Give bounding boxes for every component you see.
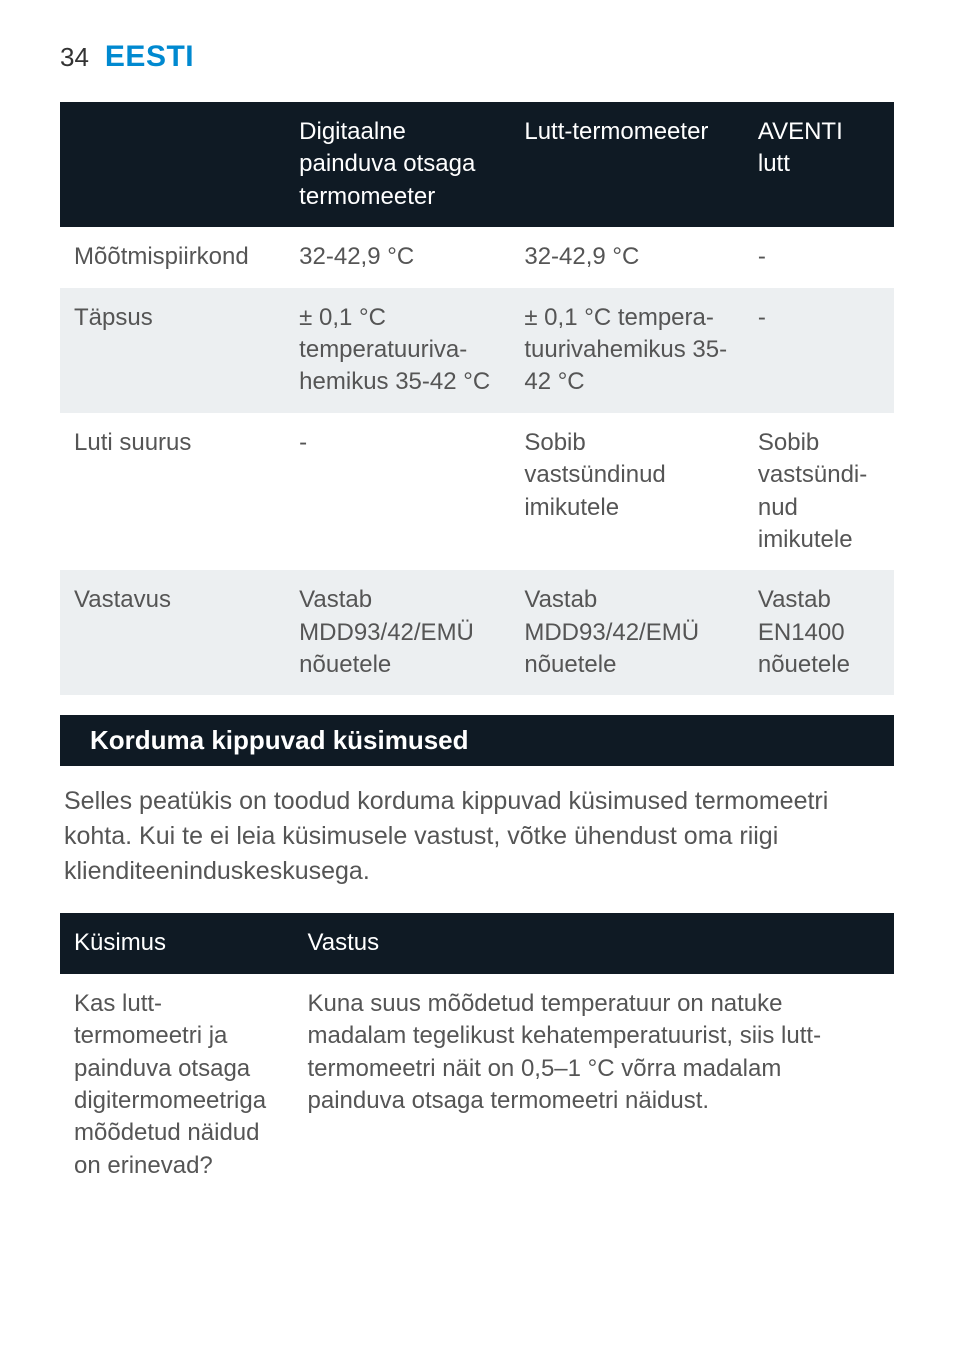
specs-cell: Vastab EN1400 nõuetele	[744, 570, 894, 695]
faq-header-cell: Küsimus	[60, 913, 294, 973]
specs-cell: 32-42,9 °C	[285, 227, 510, 287]
faq-answer-cell: Kuna suus mõõdetud temperatuur on natuke…	[294, 974, 894, 1196]
specs-header-cell: Digitaalne painduva otsaga termomeeter	[285, 102, 510, 227]
specs-row-label: Vastavus	[60, 570, 285, 695]
specs-row-label: Täpsus	[60, 288, 285, 413]
specs-header-empty	[60, 102, 285, 227]
table-row: Kas lutt-termomeetri ja painduva otsaga …	[60, 974, 894, 1196]
specs-table: Digitaalne painduva otsaga termomeeterLu…	[60, 102, 894, 695]
specs-cell: -	[285, 413, 510, 571]
specs-header-cell: Lutt-termomeeter	[510, 102, 744, 227]
table-row: Täpsus± 0,1 °C temperatuuriva-hemikus 35…	[60, 288, 894, 413]
page-header: 34 EESTI	[60, 40, 894, 74]
specs-cell: Vastab MDD93/42/EMÜ nõuetele	[285, 570, 510, 695]
specs-row-label: Mõõtmispiirkond	[60, 227, 285, 287]
page-number: 34	[60, 42, 89, 73]
table-row: VastavusVastab MDD93/42/EMÜ nõueteleVast…	[60, 570, 894, 695]
page-container: 34 EESTI Digitaalne painduva otsaga term…	[0, 0, 954, 1276]
faq-section-title: Korduma kippuvad küsimused	[60, 715, 894, 766]
specs-cell: -	[744, 288, 894, 413]
specs-cell: Vastab MDD93/42/EMÜ nõuetele	[510, 570, 744, 695]
page-title: EESTI	[105, 40, 194, 74]
faq-intro-text: Selles peatükis on toodud korduma kippuv…	[60, 784, 894, 889]
specs-cell: Sobib vastsündinud imikutele	[510, 413, 744, 571]
specs-cell: ± 0,1 °C tempera-tuurivahemikus 35-42 °C	[510, 288, 744, 413]
faq-header-cell: Vastus	[294, 913, 894, 973]
table-row: Luti suurus-Sobib vastsündinud imikutele…	[60, 413, 894, 571]
specs-cell: -	[744, 227, 894, 287]
specs-cell: 32-42,9 °C	[510, 227, 744, 287]
faq-question-cell: Kas lutt-termomeetri ja painduva otsaga …	[60, 974, 294, 1196]
specs-cell: Sobib vastsündi-nud imikutele	[744, 413, 894, 571]
specs-cell: ± 0,1 °C temperatuuriva-hemikus 35-42 °C	[285, 288, 510, 413]
specs-header-cell: AVENTI lutt	[744, 102, 894, 227]
specs-row-label: Luti suurus	[60, 413, 285, 571]
faq-table: KüsimusVastusKas lutt-termomeetri ja pai…	[60, 913, 894, 1196]
table-row: Mõõtmispiirkond32-42,9 °C32-42,9 °C-	[60, 227, 894, 287]
